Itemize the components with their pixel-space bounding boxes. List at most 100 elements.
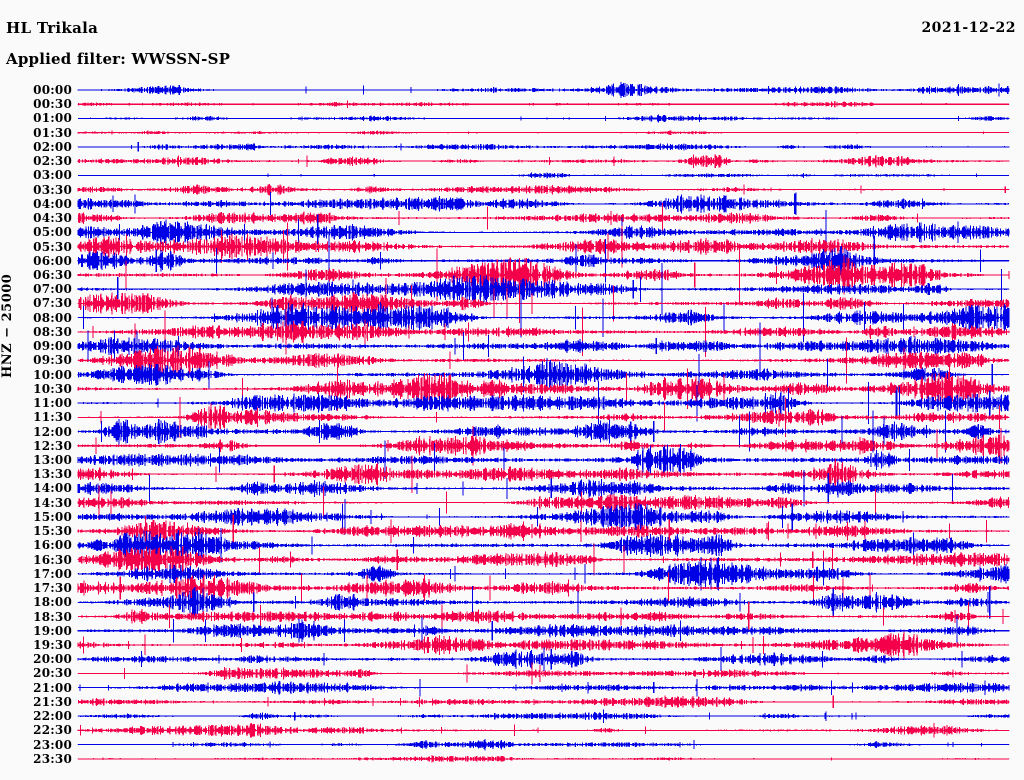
trace-1300 <box>77 440 1010 480</box>
time-label-1400: 14:00 <box>33 481 72 496</box>
trace-1730 <box>77 572 1010 604</box>
time-label-1600: 16:00 <box>33 538 72 553</box>
trace-0000 <box>77 82 1010 98</box>
trace-2200 <box>77 709 1010 723</box>
time-label-0300: 03:00 <box>33 168 72 183</box>
time-label-1300: 13:00 <box>33 452 72 467</box>
trace-1130 <box>77 397 1010 438</box>
trace-0430 <box>77 202 1010 234</box>
time-label-0100: 01:00 <box>33 111 72 126</box>
time-label-1230: 12:30 <box>33 438 72 453</box>
trace-2000 <box>77 647 1010 672</box>
trace-1100 <box>77 381 1010 425</box>
trace-1430 <box>77 485 1010 520</box>
time-label-1630: 16:30 <box>33 552 72 567</box>
trace-1400 <box>77 470 1010 507</box>
time-label-0800: 08:00 <box>33 310 72 325</box>
time-label-1100: 11:00 <box>33 396 72 411</box>
trace-1800 <box>77 586 1010 619</box>
time-label-1500: 15:00 <box>33 509 72 524</box>
time-label-1030: 10:30 <box>33 381 72 396</box>
trace-1830 <box>77 601 1010 632</box>
trace-1330 <box>77 455 1010 493</box>
time-label-1200: 12:00 <box>33 424 72 439</box>
trace-2330 <box>77 754 1010 763</box>
time-label-0900: 09:00 <box>33 339 72 354</box>
time-label-0530: 05:30 <box>33 239 72 254</box>
trace-2130 <box>77 695 1010 709</box>
trace-0100 <box>77 114 1010 123</box>
time-label-1830: 18:30 <box>33 609 72 624</box>
trace-0730 <box>77 277 1010 329</box>
time-label-2100: 21:00 <box>33 680 72 695</box>
time-label-0000: 00:00 <box>33 83 72 97</box>
trace-0330 <box>77 183 1010 196</box>
trace-0500 <box>77 210 1010 255</box>
time-label-0930: 09:30 <box>33 353 72 368</box>
time-label-2230: 22:30 <box>33 723 72 738</box>
time-label-1800: 18:00 <box>33 595 72 610</box>
time-label-0200: 02:00 <box>33 139 72 154</box>
trace-1000 <box>77 353 1010 396</box>
applied-filter-label: Applied filter: WWSSN-SP <box>6 50 231 68</box>
time-label-2300: 23:00 <box>33 737 72 752</box>
trace-0200 <box>77 142 1010 152</box>
trace-1530 <box>77 514 1010 548</box>
time-label-1430: 14:30 <box>33 495 72 510</box>
time-label-0630: 06:30 <box>33 267 72 282</box>
time-label-0400: 04:00 <box>33 196 72 211</box>
time-label-0600: 06:00 <box>33 253 72 268</box>
page-title: HL Trikala <box>6 19 99 37</box>
trace-0830 <box>77 306 1010 357</box>
trace-1600 <box>77 528 1010 563</box>
trace-2100 <box>77 678 1010 697</box>
time-label-2200: 22:00 <box>33 709 72 724</box>
helicorder-plot: 00:00 00:30 01:00 01:30 02:00 02:30 03:00 03:30… <box>0 78 1024 778</box>
time-label-0730: 07:30 <box>33 296 72 311</box>
trace-1630 <box>77 543 1010 576</box>
trace-1930 <box>77 631 1010 659</box>
time-label-0030: 00:30 <box>33 97 72 112</box>
seismogram-traces <box>77 82 1010 763</box>
time-label-1730: 17:30 <box>33 581 72 596</box>
time-label-1130: 11:30 <box>33 410 72 425</box>
time-label-0430: 04:30 <box>33 211 72 226</box>
trace-0800 <box>77 293 1010 343</box>
trace-0030 <box>77 100 1010 108</box>
trace-1900 <box>77 615 1010 646</box>
time-label-0130: 01:30 <box>33 125 72 140</box>
time-label-2000: 20:00 <box>33 652 72 667</box>
time-label-1930: 19:30 <box>33 637 72 652</box>
trace-1700 <box>77 557 1010 591</box>
time-label-2030: 20:30 <box>33 666 72 681</box>
trace-1030 <box>77 366 1010 412</box>
time-label-1530: 15:30 <box>33 524 72 539</box>
trace-0600 <box>77 233 1010 289</box>
trace-1230 <box>77 425 1010 466</box>
trace-0700 <box>77 263 1010 316</box>
time-label-2130: 21:30 <box>33 694 72 709</box>
trace-0230 <box>77 154 1010 168</box>
trace-1200 <box>77 410 1010 453</box>
time-label-1900: 19:00 <box>33 623 72 638</box>
trace-1500 <box>77 499 1010 535</box>
trace-0530 <box>77 222 1010 271</box>
record-date: 2021-12-22 <box>921 20 1016 36</box>
trace-0300 <box>78 172 1010 179</box>
trace-0130 <box>77 130 1010 136</box>
trace-2300 <box>77 738 1010 751</box>
time-label-1700: 17:00 <box>33 566 72 581</box>
trace-2230 <box>77 723 1010 738</box>
time-label-0500: 05:00 <box>33 225 72 240</box>
time-label-1000: 10:00 <box>33 367 72 382</box>
time-label-0230: 02:30 <box>33 154 72 169</box>
trace-2030 <box>77 662 1010 685</box>
time-label-0700: 07:00 <box>33 282 72 297</box>
trace-0630 <box>77 246 1010 304</box>
trace-0400 <box>77 192 1010 216</box>
trace-canvas <box>0 78 1024 778</box>
time-label-0330: 03:30 <box>33 182 72 197</box>
trace-0900 <box>77 322 1010 370</box>
time-label-0830: 08:30 <box>33 324 72 339</box>
